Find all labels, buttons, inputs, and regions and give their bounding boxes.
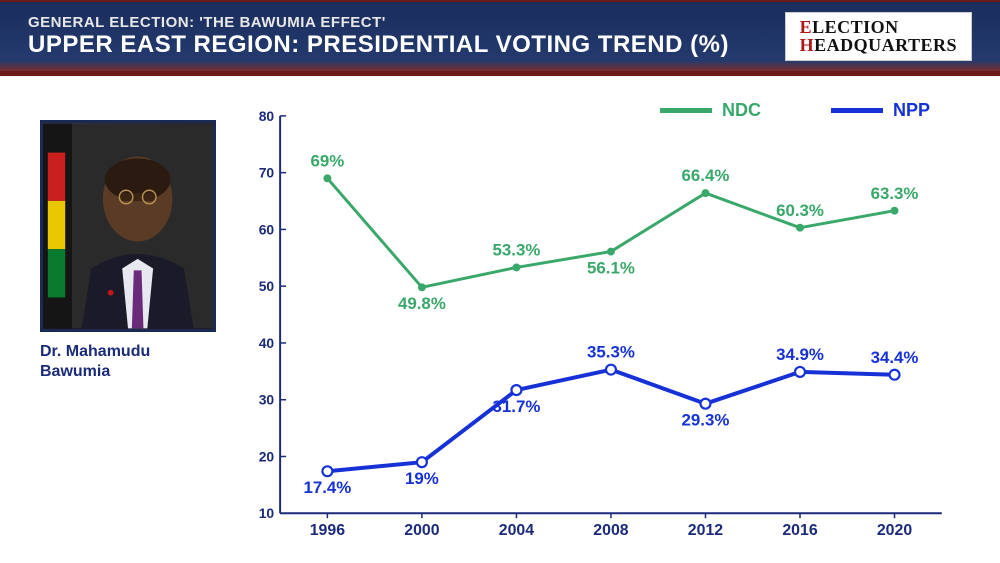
svg-text:31.7%: 31.7% — [493, 397, 541, 416]
svg-text:2000: 2000 — [404, 522, 439, 539]
svg-text:56.1%: 56.1% — [587, 258, 635, 277]
svg-text:63.3%: 63.3% — [871, 184, 919, 203]
legend-swatch-ndc — [660, 108, 712, 113]
svg-text:50: 50 — [259, 278, 275, 294]
portrait-photo — [40, 120, 216, 332]
legend-npp: NPP — [831, 100, 930, 121]
svg-text:34.9%: 34.9% — [776, 345, 824, 364]
svg-text:1996: 1996 — [310, 522, 345, 539]
svg-text:49.8%: 49.8% — [398, 294, 446, 313]
line-chart: 10 20 30 40 50 60 70 80 1996 2000 2004 2008 2012 2016… — [238, 96, 970, 553]
svg-text:19%: 19% — [405, 469, 439, 488]
header-titles: GENERAL ELECTION: 'THE BAWUMIA EFFECT' U… — [28, 14, 729, 59]
legend-label-ndc: NDC — [722, 100, 761, 121]
header-subtitle: GENERAL ELECTION: 'THE BAWUMIA EFFECT' — [28, 14, 729, 31]
legend-label-npp: NPP — [893, 100, 930, 121]
legend-swatch-npp — [831, 108, 883, 113]
svg-text:17.4%: 17.4% — [303, 478, 351, 497]
svg-text:40: 40 — [259, 335, 275, 351]
main-content: Dr. Mahamudu Bawumia NDC NPP 10 20 30 40 50 6… — [0, 76, 1000, 563]
svg-text:60: 60 — [259, 221, 275, 237]
svg-text:2020: 2020 — [877, 522, 912, 539]
svg-text:20: 20 — [259, 448, 275, 464]
svg-text:2016: 2016 — [782, 522, 817, 539]
svg-text:60.3%: 60.3% — [776, 201, 824, 220]
svg-text:29.3%: 29.3% — [682, 411, 730, 430]
svg-text:10: 10 — [259, 505, 275, 521]
chart-legend: NDC NPP — [660, 100, 930, 121]
svg-text:2012: 2012 — [688, 522, 723, 539]
svg-text:2004: 2004 — [499, 522, 534, 539]
svg-text:34.4%: 34.4% — [871, 348, 919, 367]
svg-text:70: 70 — [259, 165, 275, 181]
election-hq-logo: ELECTION HEADQUARTERS — [785, 12, 972, 60]
svg-text:30: 30 — [259, 392, 275, 408]
svg-text:35.3%: 35.3% — [587, 343, 635, 362]
svg-text:69%: 69% — [310, 151, 344, 170]
svg-text:53.3%: 53.3% — [493, 241, 541, 260]
photo-column: Dr. Mahamudu Bawumia — [40, 96, 216, 553]
svg-text:2008: 2008 — [593, 522, 628, 539]
svg-text:66.4%: 66.4% — [682, 166, 730, 185]
svg-text:80: 80 — [259, 108, 275, 124]
header-bar: GENERAL ELECTION: 'THE BAWUMIA EFFECT' U… — [0, 0, 1000, 76]
chart-area: NDC NPP 10 20 30 40 50 60 70 80 1996 2000 2004 2008… — [238, 96, 970, 553]
legend-ndc: NDC — [660, 100, 761, 121]
header-title: UPPER EAST REGION: PRESIDENTIAL VOTING T… — [28, 31, 729, 59]
photo-caption: Dr. Mahamudu Bawumia — [40, 342, 216, 382]
